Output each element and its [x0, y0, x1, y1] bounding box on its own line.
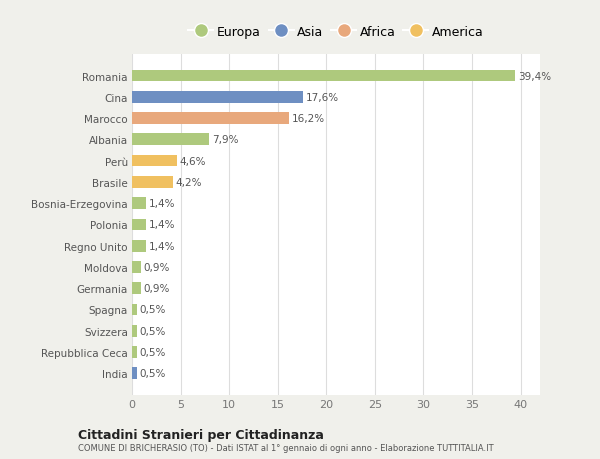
Bar: [132, 241, 146, 252]
Text: 0,5%: 0,5%: [140, 305, 166, 315]
Text: 4,6%: 4,6%: [179, 156, 206, 166]
Legend: Europa, Asia, Africa, America: Europa, Asia, Africa, America: [184, 21, 488, 44]
Bar: [132, 134, 209, 146]
Bar: [132, 113, 289, 125]
Bar: [132, 156, 176, 167]
Bar: [132, 304, 137, 316]
Text: 7,9%: 7,9%: [212, 135, 238, 145]
Bar: [132, 347, 137, 358]
Text: 39,4%: 39,4%: [518, 71, 551, 81]
Text: 0,9%: 0,9%: [143, 284, 170, 294]
Text: 17,6%: 17,6%: [306, 93, 339, 102]
Text: 16,2%: 16,2%: [292, 114, 325, 124]
Text: 0,5%: 0,5%: [140, 326, 166, 336]
Bar: [132, 198, 146, 209]
Text: COMUNE DI BRICHERASIO (TO) - Dati ISTAT al 1° gennaio di ogni anno - Elaborazion: COMUNE DI BRICHERASIO (TO) - Dati ISTAT …: [78, 443, 494, 452]
Text: Cittadini Stranieri per Cittadinanza: Cittadini Stranieri per Cittadinanza: [78, 428, 324, 441]
Bar: [132, 368, 137, 379]
Text: 0,5%: 0,5%: [140, 347, 166, 357]
Bar: [132, 325, 137, 337]
Text: 1,4%: 1,4%: [149, 241, 175, 251]
Bar: [132, 177, 173, 188]
Bar: [132, 262, 141, 273]
Bar: [132, 283, 141, 294]
Text: 1,4%: 1,4%: [149, 220, 175, 230]
Text: 0,9%: 0,9%: [143, 263, 170, 272]
Bar: [132, 92, 303, 103]
Text: 0,5%: 0,5%: [140, 369, 166, 379]
Bar: [132, 219, 146, 231]
Bar: [132, 71, 515, 82]
Text: 4,2%: 4,2%: [176, 178, 202, 187]
Text: 1,4%: 1,4%: [149, 199, 175, 209]
